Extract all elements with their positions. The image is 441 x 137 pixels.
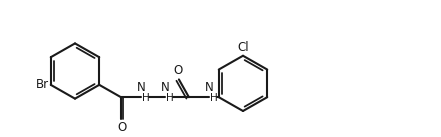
Text: H: H (142, 93, 150, 103)
Text: O: O (117, 121, 127, 134)
Text: H: H (210, 93, 218, 103)
Text: Cl: Cl (237, 41, 249, 54)
Text: Br: Br (36, 78, 49, 91)
Text: O: O (173, 64, 183, 77)
Text: N: N (205, 81, 213, 94)
Text: N: N (137, 81, 145, 94)
Text: H: H (166, 93, 174, 103)
Text: N: N (161, 81, 169, 94)
